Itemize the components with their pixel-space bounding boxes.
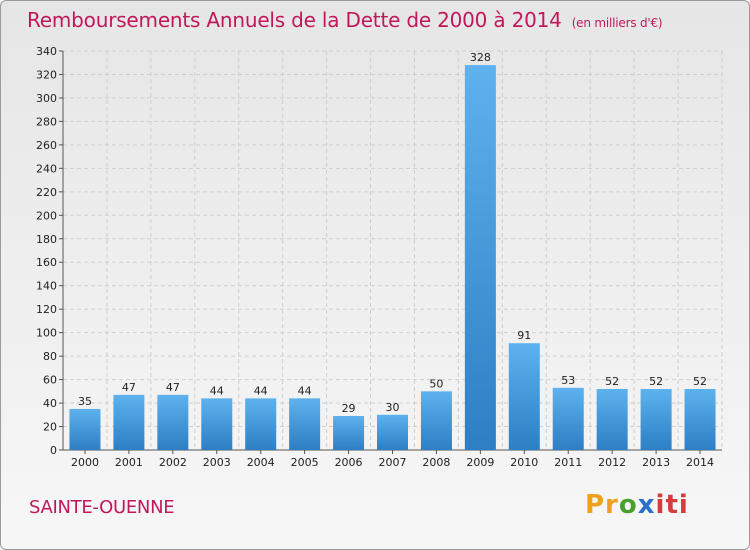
y-tick-label: 300 <box>36 92 57 105</box>
y-tick-label: 40 <box>43 397 57 410</box>
x-tick-label-2003: 2003 <box>203 456 231 469</box>
labels: 35 2000 47 2001 47 2002 44 2003 44 2004 44 2005 29 20… <box>71 51 714 469</box>
data-label-2009: 328 <box>470 51 491 64</box>
logo-part-2: o <box>618 490 638 520</box>
bars <box>69 65 716 451</box>
data-label-2010: 91 <box>517 329 531 342</box>
x-tick-label-2009: 2009 <box>466 456 494 469</box>
y-tick-label: 60 <box>43 374 57 387</box>
data-label-2002: 47 <box>166 381 180 394</box>
bar-2008 <box>420 391 452 450</box>
x-tick-label-2001: 2001 <box>115 456 143 469</box>
title-text: Remboursements Annuels de la Dette de 20… <box>27 8 562 32</box>
data-label-2000: 35 <box>78 395 92 408</box>
logo-part-3: x <box>637 490 656 520</box>
y-tick-label: 180 <box>36 233 57 246</box>
x-tick-label-2012: 2012 <box>598 456 626 469</box>
y-tick-label: 340 <box>36 45 57 58</box>
data-label-2001: 47 <box>122 381 136 394</box>
bar-2005 <box>289 398 321 450</box>
x-tick-label-2010: 2010 <box>510 456 538 469</box>
bar-2003 <box>201 398 233 450</box>
x-tick-label-2006: 2006 <box>335 456 363 469</box>
data-label-2004: 44 <box>254 384 268 397</box>
data-label-2008: 50 <box>429 377 443 390</box>
bar-2012 <box>596 388 628 450</box>
y-tick-label: 80 <box>43 350 57 363</box>
bar-2014 <box>684 388 716 450</box>
data-label-2003: 44 <box>210 384 224 397</box>
x-tick-label-2014: 2014 <box>686 456 714 469</box>
data-label-2013: 52 <box>649 375 663 388</box>
data-label-2011: 53 <box>561 374 575 387</box>
y-tick-label: 240 <box>36 162 57 175</box>
logo-part-4: iti <box>655 490 689 520</box>
y-tick-label: 200 <box>36 209 57 222</box>
bar-2001 <box>113 394 145 450</box>
x-tick-label-2002: 2002 <box>159 456 187 469</box>
data-label-2005: 44 <box>298 384 312 397</box>
y-tick-label: 120 <box>36 303 57 316</box>
chart-title: Remboursements Annuels de la Dette de 20… <box>27 8 663 32</box>
proxiti-logo: Proxiti <box>585 490 689 520</box>
y-tick-label: 160 <box>36 256 57 269</box>
x-tick-label-2000: 2000 <box>71 456 99 469</box>
bar-2000 <box>69 408 101 450</box>
chart-subtitle: (en milliers d'€) <box>571 16 663 30</box>
data-label-2006: 29 <box>342 402 356 415</box>
y-tick-label: 260 <box>36 139 57 152</box>
y-tick-label: 20 <box>43 421 57 434</box>
x-tick-label-2008: 2008 <box>422 456 450 469</box>
logo-part-1: Pr <box>585 490 619 520</box>
x-tick-label-2007: 2007 <box>379 456 407 469</box>
data-label-2012: 52 <box>605 375 619 388</box>
bar-2006 <box>333 415 365 450</box>
bar-2011 <box>552 387 584 450</box>
y-tick-label: 320 <box>36 68 57 81</box>
bar-2004 <box>245 398 277 450</box>
bar-2007 <box>377 414 408 450</box>
y-tick-label: 220 <box>36 186 57 199</box>
data-label-2014: 52 <box>693 375 707 388</box>
x-tick-label-2013: 2013 <box>642 456 670 469</box>
y-tick-label: 0 <box>50 444 57 457</box>
y-tick-label: 100 <box>36 327 57 340</box>
data-label-2007: 30 <box>386 401 400 414</box>
commune-name: SAINTE-OUENNE <box>29 497 175 518</box>
bar-2002 <box>157 394 189 450</box>
x-tick-label-2004: 2004 <box>247 456 275 469</box>
bar-2009 <box>464 65 496 451</box>
y-tick-label: 140 <box>36 280 57 293</box>
x-tick-label-2011: 2011 <box>554 456 582 469</box>
bar-2010 <box>508 343 540 450</box>
x-tick-label-2005: 2005 <box>291 456 319 469</box>
bar-2013 <box>640 388 672 450</box>
y-tick-label: 280 <box>36 115 57 128</box>
